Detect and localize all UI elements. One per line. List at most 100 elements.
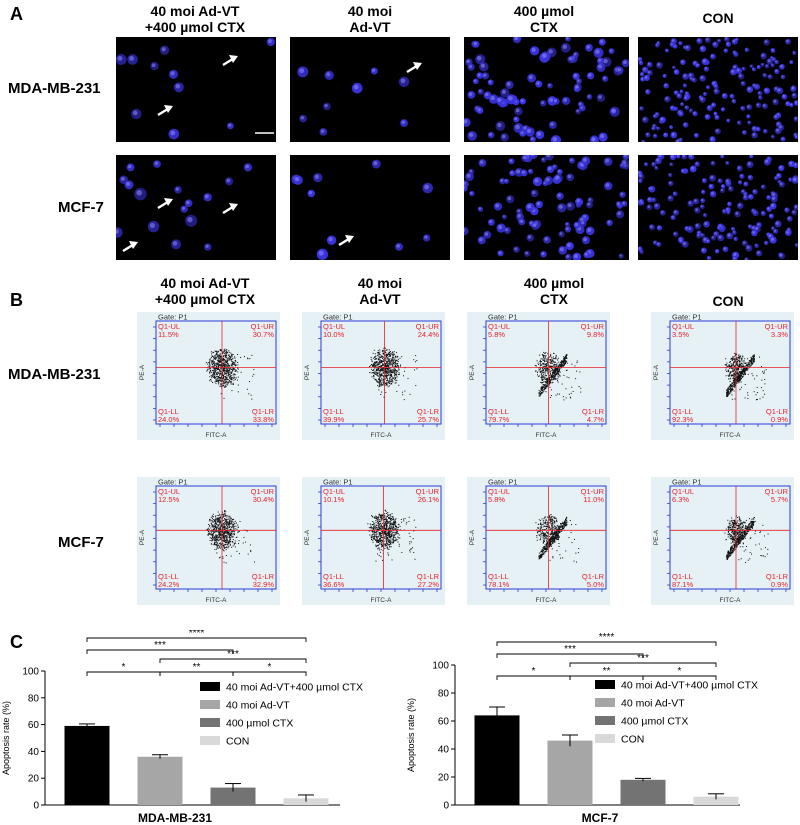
micrograph	[116, 155, 276, 260]
column-header-line2: +400 µmol CTX	[144, 19, 246, 35]
quadrant-percent: 30.4%	[253, 495, 275, 504]
quadrant-name: Q1-LR	[417, 572, 440, 581]
quadrant-name: Q1-UL	[158, 487, 180, 496]
quadrant-percent: 24.2%	[158, 580, 180, 589]
flow-plot-svg: Gate: P1 FITC-A PE-A Q1-UL3.5% Q1-UR3.3% Q1-L…	[653, 313, 791, 439]
legend-label: CON	[226, 736, 249, 748]
quadrant-percent: 36.6%	[323, 580, 345, 589]
quadrant-name: Q1-LL	[672, 572, 693, 581]
y-tick-label: 60	[438, 717, 450, 728]
x-axis-label: FITC-A	[371, 432, 393, 439]
panel-a-row-label: MCF-7	[58, 199, 104, 216]
micrograph-nuclei	[464, 37, 629, 142]
gate-label: Gate: P1	[158, 313, 188, 322]
column-header-line2: Ad-VT	[349, 19, 391, 35]
legend-label: 400 µmol CTX	[226, 718, 293, 730]
quadrant-percent: 5.8%	[488, 495, 505, 504]
legend-swatch	[200, 700, 220, 709]
quadrant-name: Q1-UL	[158, 322, 180, 331]
quadrant-name: Q1-LR	[417, 407, 440, 416]
micrograph-nuclei	[291, 159, 433, 260]
panel-b-column-header: 40 moi Ad-VT +400 µmol CTX	[125, 275, 285, 307]
quadrant-percent: 3.5%	[672, 330, 689, 339]
flow-plot: Gate: P1 FITC-A PE-A Q1-UL 3.5% Q1-UR 3.3% Q1-L…	[651, 312, 794, 440]
panel-b-column-header: 40 moi Ad-VT	[300, 275, 460, 307]
column-header-line2: CTX	[540, 291, 568, 307]
arrow-head	[164, 198, 173, 206]
quadrant-name: Q1-UR	[765, 487, 789, 496]
quadrant-percent: 87.1%	[672, 580, 694, 589]
quadrant-name: Q1-UR	[581, 322, 605, 331]
micrograph	[464, 155, 629, 260]
quadrant-name: Q1-LR	[252, 572, 275, 581]
y-tick-label: 80	[438, 689, 450, 700]
quadrant-percent: 5.8%	[488, 330, 505, 339]
scatter-events	[535, 514, 580, 563]
quadrant-name: Q1-UR	[581, 487, 605, 496]
quadrant-percent: 39.9%	[323, 415, 345, 424]
quadrant-percent: 30.7%	[253, 330, 275, 339]
arrow-head	[229, 55, 238, 63]
flow-plot: Gate: P1 FITC-A PE-A Q1-UL 11.5% Q1-UR 30.7% Q1…	[137, 312, 280, 440]
micrograph-nuclei	[297, 62, 422, 136]
legend-swatch	[595, 734, 615, 743]
legend-label: 40 moi Ad-VT	[226, 700, 290, 712]
quadrant-percent: 26.1%	[418, 495, 440, 504]
significance-label: ****	[189, 630, 205, 639]
x-axis-title: MCF-7	[582, 811, 619, 825]
quadrant-name: Q1-LL	[323, 572, 344, 581]
quadrant-name: Q1-UL	[488, 322, 510, 331]
gate-label: Gate: P1	[323, 313, 353, 322]
quadrant-percent: 6.3%	[672, 495, 689, 504]
quadrant-name: Q1-UR	[416, 322, 440, 331]
quadrant-percent: 27.2%	[418, 580, 440, 589]
significance-bracket	[232, 671, 307, 676]
x-axis-label: FITC-A	[536, 432, 558, 439]
scatter-events	[724, 352, 767, 401]
scatter-events	[534, 351, 582, 401]
bar	[64, 725, 110, 805]
y-axis-label: PE-A	[469, 364, 476, 380]
quadrant-name: Q1-LL	[488, 407, 509, 416]
y-axis-label: PE-A	[139, 529, 146, 545]
quadrant-name: Q1-LR	[766, 572, 789, 581]
panel-b-row-label: MDA-MB-231	[8, 366, 101, 383]
arrow-head	[413, 62, 422, 70]
column-header-line1: 40 moi	[347, 3, 393, 19]
y-tick-label: 100	[432, 661, 449, 672]
legend-swatch	[595, 698, 615, 707]
y-axis-label: PE-A	[469, 529, 476, 545]
quadrant-percent: 79.7%	[488, 415, 510, 424]
micrograph-nuclei	[464, 155, 629, 260]
significance-bracket	[496, 641, 717, 646]
y-tick-label: 60	[28, 720, 40, 731]
scatter-events	[724, 515, 769, 563]
scatter-events	[367, 509, 417, 562]
panel-letter-b: B	[10, 290, 23, 310]
significance-bracket	[496, 653, 644, 658]
bar	[283, 798, 329, 805]
quadrant-percent: 5.0%	[587, 580, 604, 589]
quadrant-name: Q1-UR	[416, 487, 440, 496]
micrograph-nuclei	[116, 37, 275, 140]
y-tick-label: 40	[28, 747, 40, 758]
gate-label: Gate: P1	[488, 313, 518, 322]
y-axis-title: Apoptosis rate (%)	[1, 701, 11, 775]
significance-bracket	[86, 637, 307, 642]
quadrant-percent: 0.9%	[771, 580, 788, 589]
micrograph-nuclei	[116, 160, 253, 253]
flow-plot: Gate: P1 FITC-A PE-A Q1-UL 12.5% Q1-UR 30.4% Q1…	[137, 477, 280, 605]
y-tick-label: 0	[33, 801, 39, 812]
significance-label: *	[122, 662, 126, 673]
significance-label: *	[268, 662, 272, 673]
panel-b-column-header: 400 µmol CTX	[474, 275, 634, 307]
quadrant-name: Q1-LL	[488, 572, 509, 581]
y-axis-label: PE-A	[653, 529, 660, 545]
x-axis-label: FITC-A	[206, 432, 228, 439]
